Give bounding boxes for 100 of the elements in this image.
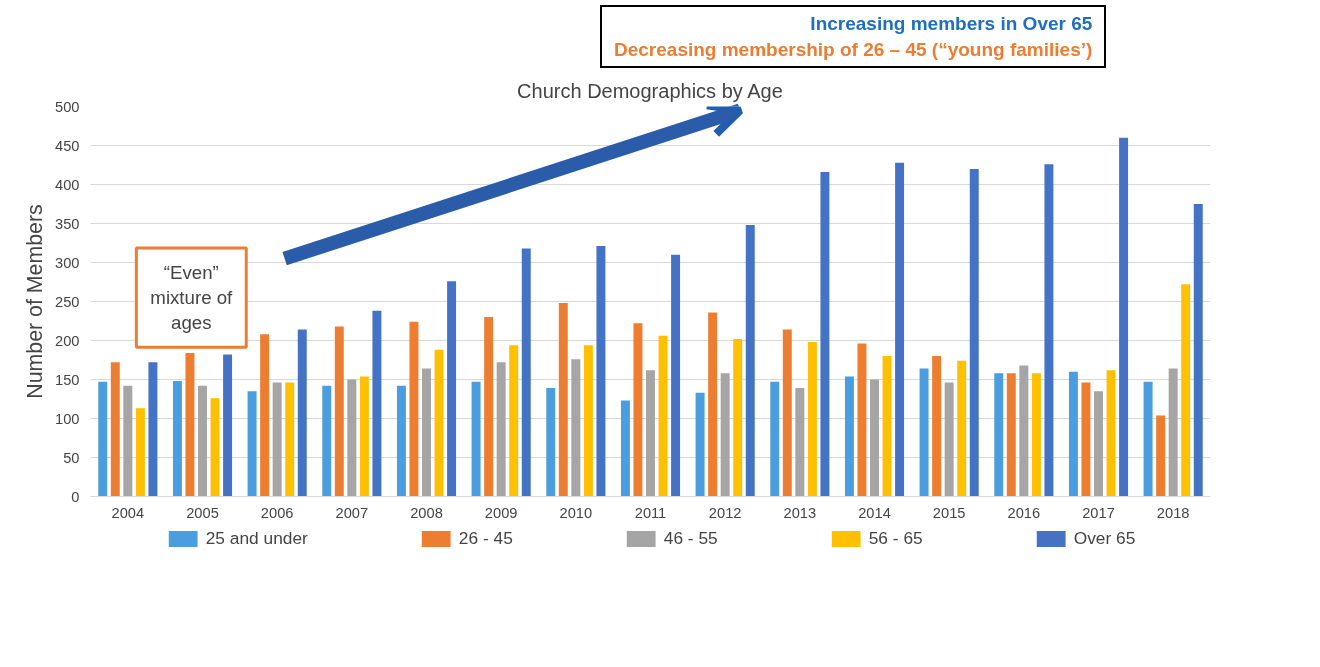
y-tick-label: 100	[55, 410, 80, 427]
legend-label: 56 - 65	[868, 527, 923, 549]
bar	[347, 379, 357, 497]
bar	[185, 352, 195, 497]
bar	[297, 329, 307, 497]
bar	[471, 381, 481, 497]
x-tick-label: 2018	[1156, 504, 1190, 521]
bar	[782, 329, 792, 497]
legend-label: 25 and under	[205, 527, 308, 549]
bar	[708, 312, 718, 497]
bar	[123, 385, 133, 497]
bar	[895, 162, 905, 497]
bar	[571, 359, 581, 497]
bar	[1044, 164, 1054, 497]
bar	[110, 362, 120, 497]
bar	[260, 334, 270, 497]
bar	[733, 338, 743, 497]
bar	[745, 225, 755, 497]
y-tick-label: 150	[55, 371, 80, 388]
x-tick-label: 2004	[111, 504, 145, 521]
bar	[994, 373, 1004, 497]
bar	[695, 392, 705, 497]
y-tick-label: 350	[55, 215, 80, 232]
bar	[285, 382, 295, 497]
bar	[1019, 365, 1029, 497]
bar	[409, 321, 419, 497]
x-tick-label: 2011	[634, 504, 667, 521]
bar	[521, 248, 531, 497]
bar	[1006, 373, 1016, 497]
x-tick-label: 2013	[783, 504, 817, 521]
y-tick-label: 500	[55, 98, 80, 115]
y-tick-label: 250	[55, 293, 80, 310]
bar	[1106, 370, 1116, 497]
bar	[870, 379, 879, 497]
bar	[658, 335, 668, 497]
bar	[247, 391, 257, 497]
bar	[596, 246, 606, 497]
x-tick-label: 2010	[559, 504, 593, 521]
bar	[1031, 373, 1041, 497]
bar	[484, 317, 494, 497]
legend-label: 46 - 55	[663, 527, 718, 549]
bar	[1094, 391, 1103, 497]
y-tick-label: 450	[55, 137, 80, 154]
y-tick-label: 0	[71, 488, 80, 505]
y-tick-label: 50	[63, 449, 80, 466]
bar	[198, 385, 207, 497]
bar	[148, 362, 158, 497]
bar	[1168, 368, 1178, 497]
x-tick-label: 2012	[708, 504, 742, 521]
text: Decreasing membership of 26 – 45 (“young families’)	[614, 37, 1093, 62]
bar	[1068, 371, 1078, 497]
bar	[1181, 284, 1191, 497]
bar	[583, 345, 593, 497]
bar	[223, 354, 233, 497]
bar	[396, 385, 406, 497]
y-axis-title: Number of Members	[23, 204, 48, 399]
bar	[620, 400, 630, 497]
bar	[447, 281, 457, 497]
y-tick-label: 300	[55, 254, 80, 271]
bar	[807, 342, 817, 497]
bar	[919, 368, 929, 497]
bar	[359, 376, 369, 497]
x-tick-label: 2007	[335, 504, 369, 521]
bar	[1193, 204, 1203, 497]
annotation: “Even” mixture of ages	[150, 261, 234, 334]
x-tick-label: 2016	[1007, 504, 1041, 521]
bar	[770, 381, 780, 497]
bar	[172, 381, 182, 497]
bar	[496, 362, 506, 497]
bar	[322, 385, 332, 497]
x-tick-label: 2015	[932, 504, 966, 521]
x-tick-label: 2017	[1082, 504, 1115, 521]
text: Increasing members in Over 65	[809, 12, 1093, 36]
bar	[646, 370, 655, 497]
bar	[372, 310, 382, 497]
bar	[1156, 415, 1166, 497]
legend-label: Over 65	[1073, 527, 1136, 549]
bar	[932, 356, 942, 497]
x-tick-label: 2014	[858, 504, 891, 521]
bar	[1119, 137, 1129, 497]
bar	[434, 349, 444, 497]
bar	[422, 368, 431, 497]
bar	[844, 376, 854, 497]
x-tick-label: 2006	[260, 504, 294, 521]
x-tick-label: 2008	[410, 504, 443, 521]
y-tick-label: 400	[55, 176, 80, 193]
bar	[671, 254, 681, 497]
chart-title: Church Demographics by Age	[517, 79, 783, 102]
bar	[944, 382, 954, 497]
bar	[820, 172, 830, 497]
bar	[210, 398, 220, 497]
legend-label: 26 - 45	[458, 527, 513, 549]
x-tick-label: 2009	[484, 504, 518, 521]
bar	[882, 356, 892, 497]
bar	[1081, 382, 1091, 497]
bar	[135, 408, 145, 497]
x-tick-label: 2005	[186, 504, 219, 521]
bar	[969, 168, 979, 497]
bar	[272, 382, 282, 497]
bar	[546, 388, 556, 497]
